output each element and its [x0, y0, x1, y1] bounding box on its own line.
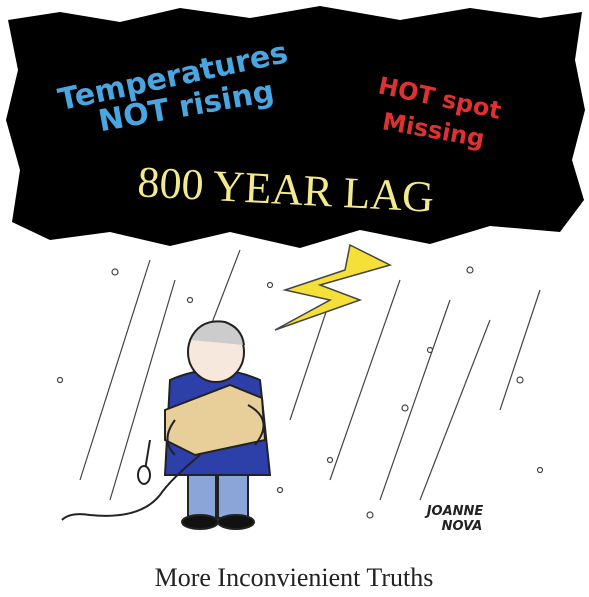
lightning	[274, 243, 393, 331]
man	[61, 320, 272, 530]
cloud	[6, 6, 585, 248]
caption: More Inconvienient Truths	[155, 563, 434, 592]
signature: NOVA	[442, 519, 483, 534]
signature: JOANNE	[424, 504, 484, 519]
rain	[79, 249, 541, 501]
raindrops	[56, 266, 544, 519]
